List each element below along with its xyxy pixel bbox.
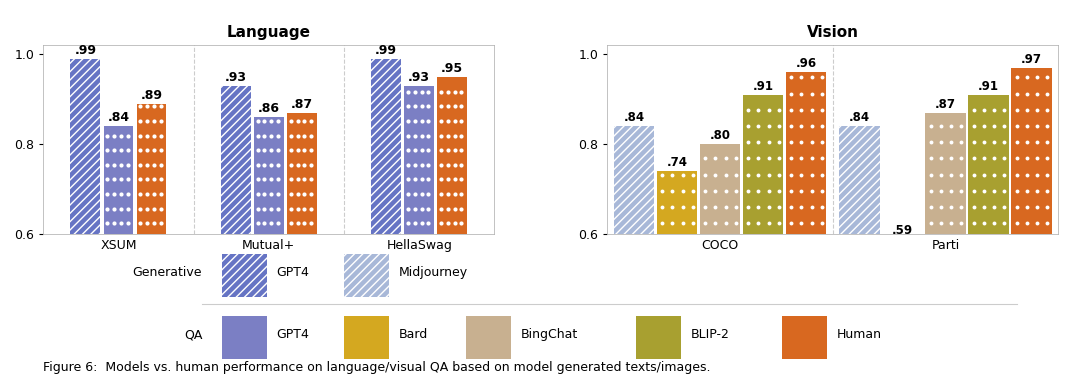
Text: .87: .87 (935, 98, 956, 111)
Bar (220, 86, 251, 234)
Bar (372, 59, 401, 234)
Title: Language: Language (227, 25, 311, 40)
Bar (220, 86, 251, 234)
FancyBboxPatch shape (222, 316, 267, 359)
Text: .93: .93 (225, 71, 246, 84)
Text: .84: .84 (849, 111, 870, 124)
Text: .87: .87 (291, 98, 313, 111)
Text: GPT4: GPT4 (276, 266, 310, 279)
FancyBboxPatch shape (636, 316, 681, 359)
Bar (882, 234, 923, 239)
Text: GPT4: GPT4 (276, 328, 310, 341)
FancyBboxPatch shape (467, 316, 511, 359)
Text: .84: .84 (107, 111, 130, 124)
Text: .99: .99 (75, 43, 96, 57)
Text: .91: .91 (978, 80, 999, 93)
FancyBboxPatch shape (222, 254, 267, 297)
Bar (926, 113, 966, 234)
Text: Human: Human (837, 328, 882, 341)
FancyBboxPatch shape (345, 316, 389, 359)
Text: QA: QA (184, 328, 202, 341)
Title: Vision: Vision (807, 25, 859, 40)
Bar (613, 126, 654, 234)
Bar (743, 95, 783, 234)
Text: .93: .93 (408, 71, 430, 84)
FancyBboxPatch shape (782, 316, 827, 359)
Text: .91: .91 (753, 80, 773, 93)
Bar (372, 59, 401, 234)
Text: .99: .99 (375, 43, 397, 57)
Bar (136, 104, 166, 234)
Text: Midjourney: Midjourney (399, 266, 468, 279)
Bar (70, 59, 100, 234)
Text: .84: .84 (623, 111, 645, 124)
Text: BingChat: BingChat (522, 328, 579, 341)
Text: Generative: Generative (133, 266, 202, 279)
Text: .96: .96 (795, 57, 816, 70)
Bar (254, 117, 284, 234)
Text: .59: .59 (892, 224, 914, 237)
Bar (1011, 68, 1052, 234)
Bar (404, 86, 434, 234)
Text: BLIP-2: BLIP-2 (691, 328, 730, 341)
Bar (968, 95, 1009, 234)
Bar (70, 59, 100, 234)
Text: .95: .95 (442, 62, 463, 74)
Text: Bard: Bard (399, 328, 428, 341)
Bar (220, 86, 251, 234)
Text: .86: .86 (258, 102, 280, 115)
FancyBboxPatch shape (345, 254, 389, 297)
Bar (839, 126, 880, 234)
Bar (70, 59, 100, 234)
Bar (657, 171, 698, 234)
Bar (372, 59, 401, 234)
Text: .74: .74 (666, 156, 688, 169)
Bar (437, 77, 468, 234)
Text: .97: .97 (1021, 53, 1042, 66)
Text: Figure 6:  Models vs. human performance on language/visual QA based on model gen: Figure 6: Models vs. human performance o… (43, 361, 711, 374)
Bar (700, 144, 741, 234)
Bar (785, 72, 826, 234)
Text: .89: .89 (140, 88, 162, 102)
Text: .80: .80 (710, 129, 730, 142)
Bar (104, 126, 133, 234)
Bar (287, 113, 316, 234)
